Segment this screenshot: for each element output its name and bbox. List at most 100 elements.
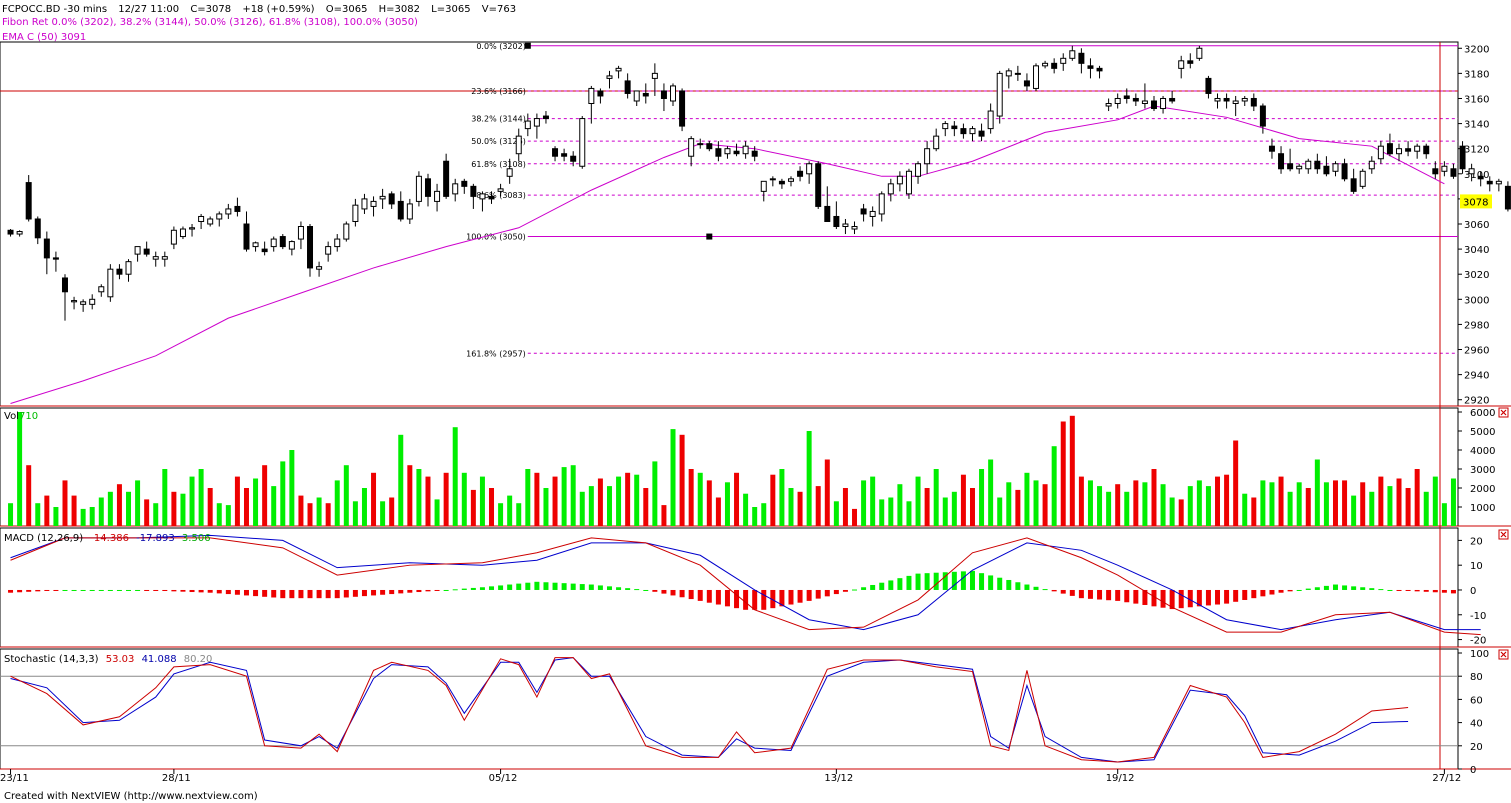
candle-body[interactable] [969,128,976,135]
candle-body[interactable] [234,205,241,212]
candle-body[interactable] [878,193,885,215]
candle-body[interactable] [361,198,368,210]
candle-body[interactable] [842,223,849,228]
candle-body[interactable] [1169,97,1176,102]
candle-body[interactable] [1332,163,1339,172]
candle-body[interactable] [434,190,441,202]
candle-body[interactable] [189,227,196,230]
candle-body[interactable] [642,92,649,97]
candle-body[interactable] [1441,165,1448,172]
candle-body[interactable] [71,300,78,303]
candle-body[interactable] [1287,163,1294,170]
stochastic-close-icon[interactable] [1498,649,1509,660]
candle-body[interactable] [415,175,422,202]
candle-body[interactable] [815,163,822,207]
candle-body[interactable] [742,145,749,155]
candle-body[interactable] [660,90,667,99]
candle-body[interactable] [542,115,549,120]
candle-body[interactable] [152,256,159,260]
candle-body[interactable] [1350,178,1357,192]
candle-body[interactable] [279,236,286,248]
candle-body[interactable] [316,266,323,270]
candle-body[interactable] [1432,168,1439,175]
candle-body[interactable] [216,213,223,220]
candle-body[interactable] [942,123,949,130]
candle-body[interactable] [52,257,59,260]
candle-body[interactable] [1132,97,1139,102]
candle-body[interactable] [588,87,595,105]
candle-body[interactable] [1314,160,1321,170]
candle-body[interactable] [297,226,304,240]
candle-body[interactable] [179,228,186,238]
candle-body[interactable] [443,160,450,197]
candle-body[interactable] [1005,70,1012,77]
candle-body[interactable] [461,180,468,187]
fib-anchor-handle[interactable] [706,233,713,240]
candle-body[interactable] [597,90,604,97]
candle-body[interactable] [624,80,631,94]
candle-body[interactable] [25,182,32,220]
candle-body[interactable] [1105,103,1112,107]
candle-body[interactable] [951,125,958,130]
candle-body[interactable] [715,148,722,157]
candle-body[interactable] [579,118,586,167]
candle-body[interactable] [243,223,250,250]
candle-body[interactable] [198,215,205,222]
candle-body[interactable] [651,72,658,79]
candle-body[interactable] [352,204,359,222]
candle-body[interactable] [1196,47,1203,59]
candle-body[interactable] [343,223,350,240]
macd-panel[interactable]: -20 -10 0 10 20 [8,534,1486,647]
volume-close-icon[interactable] [1498,407,1509,418]
candle-body[interactable] [960,128,967,135]
candle-body[interactable] [1250,97,1257,107]
candle-body[interactable] [833,215,840,228]
candle-body[interactable] [1405,148,1412,152]
candle-body[interactable] [552,148,559,157]
candle-body[interactable] [606,75,613,79]
candle-body[interactable] [1051,62,1058,69]
candle-body[interactable] [1386,143,1393,155]
candle-body[interactable] [1468,168,1475,175]
candle-body[interactable] [778,180,785,185]
candle-body[interactable] [1305,160,1312,170]
candle-body[interactable] [987,110,994,130]
volume-panel[interactable]: 1000 2000 3000 4000 5000 6000 [8,408,1495,526]
candle-body[interactable] [1495,180,1502,185]
candle-body[interactable] [170,229,177,245]
candle-body[interactable] [370,200,377,207]
candle-body[interactable] [307,226,314,269]
candle-body[interactable] [1123,95,1130,99]
candle-body[interactable] [1023,80,1030,87]
candle-body[interactable] [787,178,794,182]
candle-body[interactable] [751,150,758,157]
candle-body[interactable] [633,90,640,102]
candle-body[interactable] [61,277,68,293]
candle-body[interactable] [1078,52,1085,64]
candle-body[interactable] [688,138,695,157]
candle-body[interactable] [869,210,876,217]
macd-close-icon[interactable] [1498,529,1509,540]
candle-body[interactable] [334,238,341,248]
candle-body[interactable] [806,163,813,175]
candle-body[interactable] [379,195,386,200]
candle-body[interactable] [824,205,831,222]
candle-body[interactable] [80,301,87,305]
candle-body[interactable] [1241,97,1248,102]
candle-body[interactable] [679,90,686,127]
candle-body[interactable] [225,208,232,215]
candle-body[interactable] [325,246,332,255]
candle-body[interactable] [452,183,459,195]
candle-body[interactable] [1114,97,1121,105]
candle-body[interactable] [533,118,540,127]
candle-body[interactable] [424,178,431,197]
candle-body[interactable] [697,143,704,146]
stochastic-panel[interactable]: 0 20 40 60 80 100 [0,649,1489,776]
candle-body[interactable] [270,238,277,248]
candle-body[interactable] [561,153,568,157]
candle-body[interactable] [896,175,903,185]
candle-body[interactable] [1178,60,1185,69]
candle-body[interactable] [497,188,504,192]
candle-body[interactable] [915,163,922,177]
